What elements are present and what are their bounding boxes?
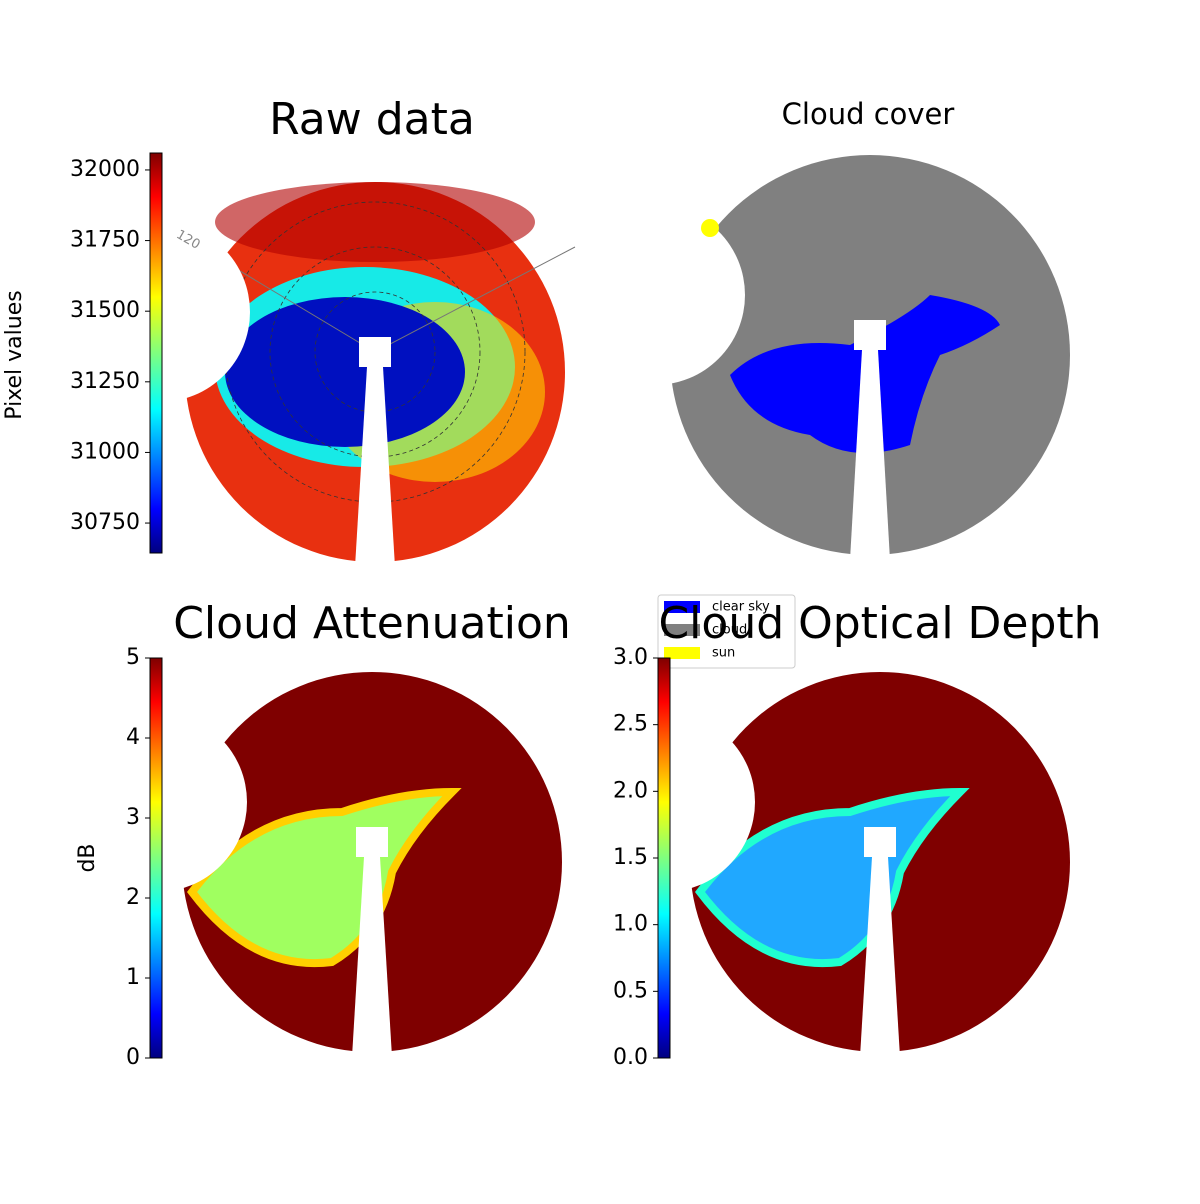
mast [864,827,896,857]
colorbar-label: Pixel values [2,290,27,419]
colorbar-tick-label: 3 [126,805,140,830]
colorbar [149,152,163,554]
colorbar-tick-label: 1.5 [613,845,648,870]
panel-title: Cloud cover [782,97,955,131]
colorbar-tick-label: 31250 [70,369,140,394]
legend-label: sun [712,646,735,661]
colorbar-tick-label: 2.5 [613,712,648,737]
region [215,182,535,262]
panel: Raw data12030750310003125031500317503200… [2,94,576,567]
colorbar [657,657,671,1059]
colorbar-tick-label: 5 [126,645,140,670]
colorbar [149,657,163,1059]
colorbar-tick-label: 0.0 [613,1045,648,1070]
colorbar-tick-label: 1.0 [613,912,648,937]
legend-swatch [664,624,700,636]
mast [359,337,391,367]
mast [854,320,886,350]
colorbar-tick-label: 31750 [70,228,140,253]
panel-title: Cloud Attenuation [173,598,571,649]
mast-wedge [355,367,395,567]
colorbar-tick-label: 31000 [70,439,140,464]
colorbar-label: dB [75,843,100,872]
panel-title: Cloud Optical Depth [658,598,1101,649]
notch [565,205,745,385]
colorbar-tick-label: 1 [126,965,140,990]
legend-label: cloud [712,623,747,638]
region [225,297,465,447]
polar-line [374,246,576,353]
colorbar-tick-label: 0.5 [613,978,648,1003]
panel: Cloud Optical Depth 0.0 0.5 1.0 1.5 2.0 2.5 3.0 [575,598,1102,1070]
panel: Cloud Attenuation 0 1 2 3 4 5 dB [67,598,571,1070]
legend-swatch [664,601,700,613]
mast-wedge [352,857,392,1057]
colorbar-tick-label: 2 [126,885,140,910]
colorbar-tick-label: 32000 [70,157,140,182]
colorbar-tick-label: 30750 [70,510,140,535]
legend-label: clear sky [712,600,770,615]
colorbar-tick-label: 4 [126,725,140,750]
mast-wedge [860,857,900,1057]
legend-swatch [664,647,700,659]
colorbar-tick-label: 2.0 [613,778,648,803]
panel: Cloud cover clear sky cloud sun [565,97,1070,669]
colorbar-tick-label: 31500 [70,298,140,323]
panel-title: Raw data [269,94,475,145]
mast-wedge [850,350,890,560]
colorbar-tick-label: 0 [126,1045,140,1070]
mast [356,827,388,857]
sun-marker [701,219,719,237]
colorbar-tick-label: 3.0 [613,645,648,670]
